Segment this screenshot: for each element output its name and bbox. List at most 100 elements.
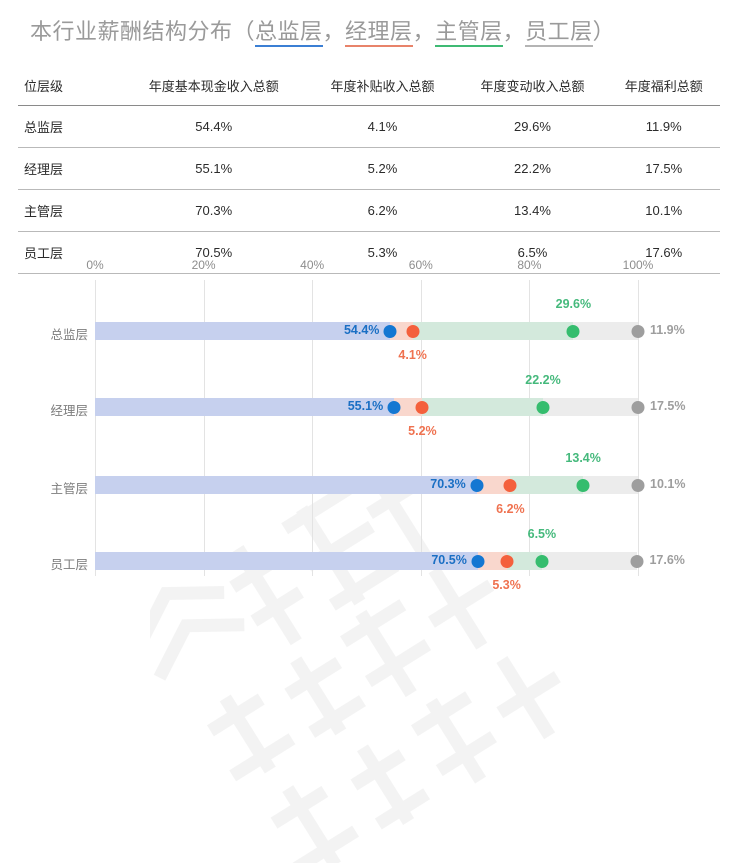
- bar-segment-welfare: [573, 322, 638, 340]
- salary-structure-table: 位层级 年度基本现金收入总额 年度补贴收入总额 年度变动收入总额 年度福利总额 …: [18, 70, 720, 274]
- table-cell-welfare: 17.5%: [607, 147, 720, 190]
- data-point-welfare[interactable]: [631, 478, 645, 492]
- data-point-allowance[interactable]: [503, 478, 517, 492]
- table-cell-level: 经理层: [18, 147, 120, 190]
- title-separator-1: ，: [322, 19, 346, 44]
- bar-segment-base: [95, 398, 395, 416]
- table-header: 位层级 年度基本现金收入总额 年度补贴收入总额 年度变动收入总额 年度福利总额: [18, 70, 720, 106]
- data-label-welfare: 17.6%: [649, 553, 685, 567]
- data-point-variable[interactable]: [576, 478, 590, 492]
- table-header-level: 位层级: [18, 70, 120, 106]
- x-axis-tick-label: 40%: [300, 258, 325, 272]
- data-point-base[interactable]: [383, 324, 397, 338]
- x-axis-tick-label: 80%: [517, 258, 542, 272]
- grid-line: [529, 280, 531, 576]
- table-cell-variable: 22.2%: [457, 147, 608, 190]
- y-axis-category-label: 总监层: [50, 328, 88, 342]
- table-cell-level: 主管层: [18, 189, 120, 232]
- page-title-suffix: ）: [592, 19, 616, 44]
- page-title: 本行业薪酬结构分布（总监层，经理层，主管层，员工层）: [30, 14, 616, 47]
- x-axis-tick-label: 0%: [86, 258, 104, 272]
- data-point-base[interactable]: [470, 478, 484, 492]
- table-cell-base: 70.3%: [120, 189, 308, 232]
- data-point-allowance[interactable]: [415, 400, 429, 414]
- data-label-variable: 13.4%: [565, 451, 601, 465]
- data-point-base[interactable]: [471, 554, 485, 568]
- table-row: 员工层 70.5% 5.3% 6.5% 17.6%: [18, 231, 720, 274]
- table-cell-base: 54.4%: [120, 105, 308, 148]
- chart-bar-row: 54.4% 4.1% 29.6% 11.9%: [95, 297, 685, 362]
- table-body: 总监层 54.4% 4.1% 29.6% 11.9% 经理层 55.1% 5.2% 22.2% 1…: [18, 105, 720, 274]
- grid-line: [203, 280, 205, 576]
- data-point-variable[interactable]: [535, 554, 549, 568]
- x-axis-tick-label: 100%: [622, 258, 654, 272]
- data-label-base: 55.1%: [347, 399, 384, 413]
- data-point-allowance[interactable]: [406, 324, 420, 338]
- bar-segment-allowance: [394, 398, 423, 416]
- data-point-variable[interactable]: [536, 400, 550, 414]
- data-label-welfare: 17.5%: [650, 399, 686, 413]
- salary-structure-table-container: 位层级 年度基本现金收入总额 年度补贴收入总额 年度变动收入总额 年度福利总额 …: [18, 70, 720, 274]
- data-label-variable: 29.6%: [555, 297, 592, 311]
- data-label-allowance: 6.2%: [496, 502, 525, 516]
- chart-bar-row: 70.3% 6.2% 13.4% 10.1%: [95, 451, 685, 516]
- bar-segment-allowance: [476, 476, 511, 494]
- data-point-welfare[interactable]: [631, 324, 645, 338]
- grid-line: [638, 280, 639, 576]
- bar-segment-base: [95, 552, 478, 570]
- grid-line: [312, 280, 314, 576]
- table-header-base: 年度基本现金收入总额: [120, 70, 308, 106]
- table-cell-variable: 13.4%: [457, 189, 608, 232]
- bar-segment-base: [95, 476, 477, 494]
- bar-segment-allowance: [477, 552, 507, 570]
- data-point-welfare[interactable]: [631, 400, 645, 414]
- title-separator-2: ，: [412, 19, 436, 44]
- table-cell-variable: 6.5%: [457, 231, 608, 274]
- data-point-base[interactable]: [387, 400, 401, 414]
- data-point-variable[interactable]: [566, 324, 580, 338]
- table-cell-allowance: 6.2%: [307, 189, 458, 232]
- data-label-base: 70.3%: [430, 477, 466, 491]
- table-cell-allowance: 5.2%: [307, 147, 458, 190]
- chart-bar-row: 70.5% 5.3% 6.5% 17.6%: [95, 527, 685, 592]
- table-header-allowance: 年度补贴收入总额: [307, 70, 458, 106]
- title-segment-director: 总监层: [255, 19, 323, 47]
- data-point-welfare[interactable]: [630, 554, 644, 568]
- y-axis-category-label: 主管层: [50, 482, 88, 496]
- data-label-allowance: 5.2%: [408, 424, 437, 438]
- table-row: 总监层 54.4% 4.1% 29.6% 11.9%: [18, 105, 720, 148]
- table-header-variable: 年度变动收入总额: [457, 70, 608, 106]
- table-cell-welfare: 11.9%: [607, 105, 720, 148]
- bar-segment-variable: [412, 322, 574, 340]
- bar-segment-variable: [506, 552, 542, 570]
- bar-segment-variable: [510, 476, 584, 494]
- table-cell-allowance: 5.3%: [307, 231, 458, 274]
- title-segment-supervisor: 主管层: [435, 19, 503, 47]
- table-cell-base: 70.5%: [120, 231, 308, 274]
- bar-segment-welfare: [541, 552, 638, 570]
- data-label-base: 54.4%: [343, 323, 380, 337]
- data-label-allowance: 4.1%: [398, 348, 427, 362]
- bar-segment-welfare: [542, 398, 638, 416]
- bar-segment-variable: [422, 398, 543, 416]
- table-cell-base: 55.1%: [120, 147, 308, 190]
- chart-plot-area: 0% 20% 40% 60% 80% 100% 54.4% 4.1% 29.6% 11.9% 55.…: [86, 258, 685, 592]
- bar-segment-base: [95, 322, 391, 340]
- table-cell-variable: 29.6%: [457, 105, 608, 148]
- data-label-welfare: 11.9%: [650, 323, 685, 337]
- y-axis-category-label: 经理层: [50, 404, 88, 418]
- table-row: 经理层 55.1% 5.2% 22.2% 17.5%: [18, 147, 720, 190]
- data-label-variable: 22.2%: [525, 373, 561, 387]
- table-cell-allowance: 4.1%: [307, 105, 458, 148]
- table-header-row: 位层级 年度基本现金收入总额 年度补贴收入总额 年度变动收入总额 年度福利总额: [18, 70, 720, 106]
- table-cell-level: 总监层: [18, 105, 120, 148]
- title-segment-manager: 经理层: [345, 19, 413, 47]
- data-point-allowance[interactable]: [500, 554, 514, 568]
- page-title-prefix: 本行业薪酬结构分布（: [30, 19, 256, 44]
- x-axis-tick-label: 60%: [408, 258, 433, 272]
- data-label-base: 70.5%: [431, 553, 467, 567]
- title-segment-staff: 员工层: [525, 19, 593, 47]
- data-label-allowance: 5.3%: [492, 578, 521, 592]
- table-cell-level: 员工层: [18, 231, 120, 274]
- salary-structure-chart: 0% 20% 40% 60% 80% 100% 54.4% 4.1% 29.6% 11.9% 55.…: [0, 252, 746, 863]
